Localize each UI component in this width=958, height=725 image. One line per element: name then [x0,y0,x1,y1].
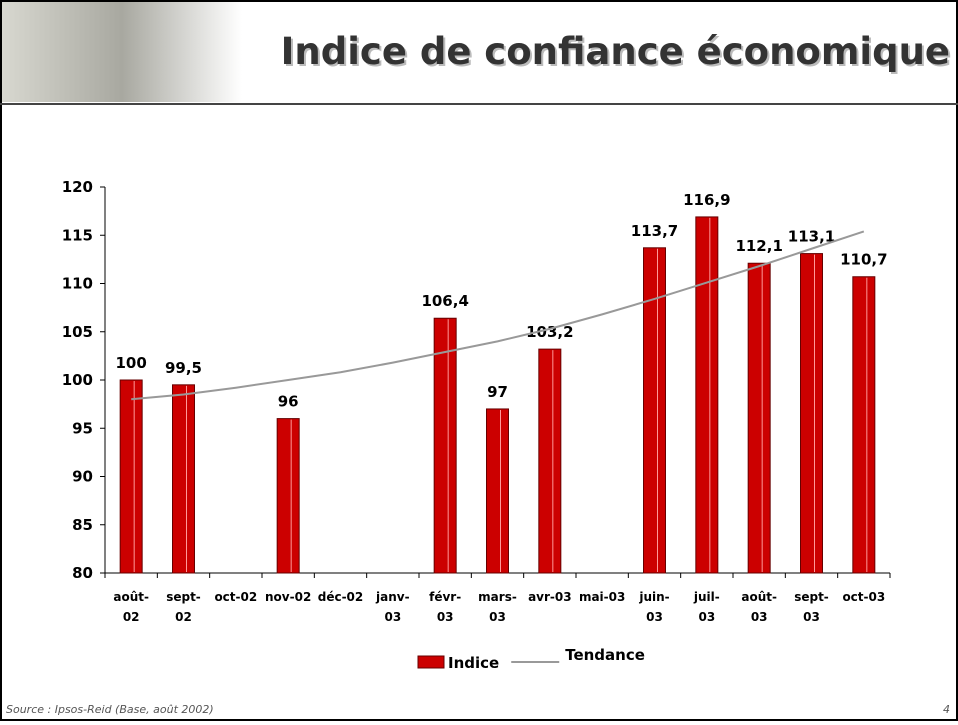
x-tick-label: nov-02 [265,590,311,604]
data-label: 100 [116,354,147,372]
y-tick-label: 80 [72,564,93,582]
data-label: 106,4 [421,292,468,310]
bar [801,254,823,573]
x-tick-label: avr-03 [528,590,572,604]
data-label: 116,9 [683,191,730,209]
bar [487,409,509,573]
bar [539,349,561,573]
y-tick-label: 90 [72,468,93,486]
x-tick-label: juil-03 [693,590,720,624]
data-label: 99,5 [165,359,202,377]
y-tick-label: 120 [62,178,93,196]
x-tick-label: oct-03 [842,590,885,604]
page-number: 4 [943,703,950,716]
legend-label: Indice [448,654,499,672]
data-label: 96 [278,393,299,411]
y-tick-label: 100 [62,371,93,389]
bar [173,385,195,573]
x-tick-label: févr-03 [429,590,461,624]
legend-label: Tendance [565,646,645,664]
y-tick-label: 95 [72,419,93,437]
x-tick-label: oct-02 [214,590,257,604]
x-tick-label: mai-03 [579,590,625,604]
slide-title: Indice de confiance économique [281,30,950,73]
legend-swatch [418,656,444,668]
x-tick-label: sept-03 [794,590,829,624]
bar [120,380,142,573]
bar [277,419,299,573]
x-tick-label: juin-03 [638,590,669,624]
bar [696,217,718,573]
source-note: Source : Ipsos-Reid (Base, août 2002) [6,703,214,716]
x-tick-label: déc-02 [318,590,364,604]
x-tick-label: janv-03 [375,590,410,624]
data-label: 97 [487,383,508,401]
y-tick-label: 115 [62,226,93,244]
x-tick-label: mars-03 [478,590,517,624]
x-tick-label: sept-02 [166,590,201,624]
data-label: 113,7 [631,222,678,240]
x-tick-label: août-02 [113,590,149,624]
data-label: 110,7 [840,251,887,269]
data-label: 112,1 [735,237,782,255]
y-tick-label: 105 [62,323,93,341]
header-image [2,2,242,102]
x-tick-label: août-03 [741,590,777,624]
bar [434,318,456,573]
bar [853,277,875,573]
chart: 80 85 90 95 100 105 110 115 120 août-02 sept-02 oct… [62,178,890,672]
y-tick-label: 110 [62,275,93,293]
bar [748,263,770,573]
y-tick-label: 85 [72,516,93,534]
slide: Indice de confiance économique Indice de… [0,0,958,721]
